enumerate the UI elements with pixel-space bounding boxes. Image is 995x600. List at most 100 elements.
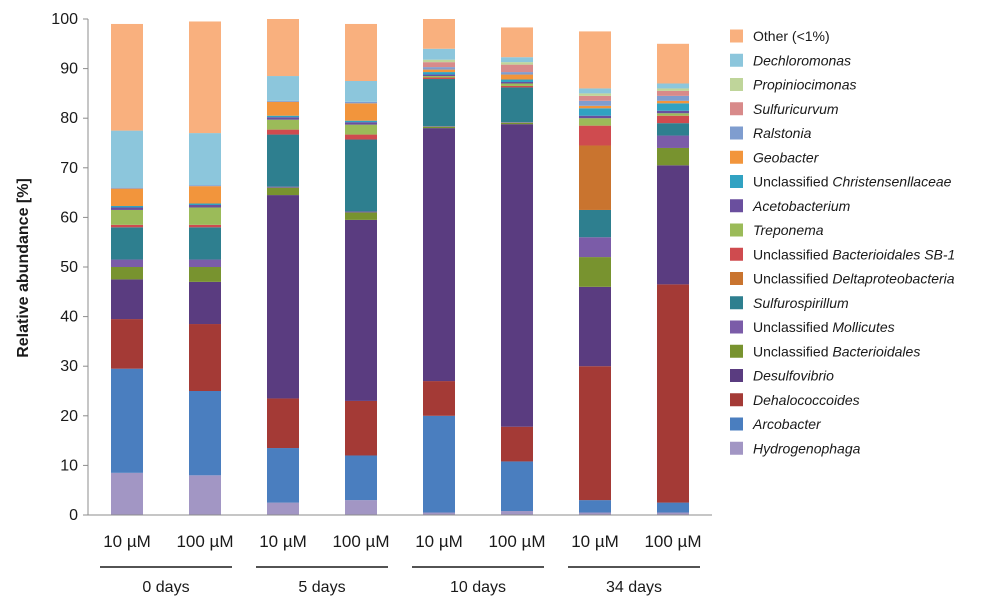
bar-segment <box>423 72 455 75</box>
bar-segment <box>657 90 689 96</box>
bar-segment <box>657 95 689 101</box>
bar-segment <box>657 135 689 148</box>
legend-swatch <box>730 199 743 213</box>
bar-segment <box>189 186 221 204</box>
bar-segment <box>501 62 533 65</box>
bar-segment <box>189 391 221 476</box>
bar-segment <box>579 500 611 513</box>
bar-stack <box>267 19 299 515</box>
bar-segment <box>267 187 299 196</box>
bar-segment <box>111 187 143 189</box>
y-tick-label: 20 <box>60 408 78 425</box>
legend-item: Hydrogenophaga <box>730 440 861 456</box>
bar-segment <box>189 259 221 267</box>
bar-segment <box>579 257 611 287</box>
legend-item: Sulfuricurvum <box>730 101 839 117</box>
bar-segment <box>189 267 221 282</box>
legend-item: Unclassified Christensenllaceae <box>730 174 952 190</box>
legend-item: Propiniocimonas <box>730 77 857 93</box>
legend-item: Sulfurospirillum <box>730 295 849 311</box>
bar-segment <box>579 209 611 238</box>
bar-segment <box>345 101 377 104</box>
legend-swatch <box>730 175 743 188</box>
bar-segment <box>657 284 689 503</box>
bar-segment <box>579 100 611 106</box>
bar-segment <box>579 115 611 119</box>
bar-segment <box>501 87 533 123</box>
bar-segment <box>501 426 533 462</box>
bar-segment <box>579 88 611 94</box>
bar-segment <box>111 259 143 267</box>
bar-segment <box>189 207 221 225</box>
bar-segment <box>423 512 455 515</box>
bar-stack <box>189 21 221 515</box>
bar-segment <box>345 124 377 135</box>
bar-segment <box>579 366 611 501</box>
bar-segment <box>423 415 455 513</box>
bar-segment <box>501 72 533 75</box>
bar-segment <box>345 134 377 140</box>
legend-label: Unclassified Christensenllaceae <box>753 174 952 190</box>
legend-label: Acetobacterium <box>752 198 851 214</box>
bar-segment <box>345 139 377 212</box>
legend-swatch <box>730 53 743 67</box>
bar-segment <box>423 79 455 127</box>
bar-segment <box>423 67 455 70</box>
bar-segment <box>111 224 143 228</box>
bar-segment <box>267 398 299 449</box>
bar-segment <box>345 211 377 213</box>
bar-segment <box>423 381 455 416</box>
group-label: 0 days <box>142 579 189 596</box>
bar-segment <box>579 286 611 367</box>
bar-segment <box>111 207 143 210</box>
legend-item: Unclassified Bacterioidales SB-1 <box>730 246 955 262</box>
bar-segment <box>501 27 533 58</box>
bar-segment <box>111 227 143 260</box>
legend-swatch <box>730 78 743 91</box>
y-tick-label: 100 <box>51 11 78 28</box>
bar-segment <box>345 23 377 81</box>
legend-label: Sulfuricurvum <box>753 101 839 117</box>
legend-swatch <box>730 296 743 310</box>
bar-segment <box>501 79 533 82</box>
x-tick-label: 100 µM <box>488 532 545 551</box>
legend-label: Other (<1%) <box>753 28 830 44</box>
legend-swatch <box>730 29 743 43</box>
legend-swatch <box>730 441 743 455</box>
bar-segment <box>267 186 299 188</box>
x-tick-label: 100 µM <box>332 532 389 551</box>
bar-segment <box>111 23 143 131</box>
bar-segment <box>345 400 377 456</box>
bar-segment <box>267 134 299 187</box>
legend: Other (<1%) Dechloromonas Propiniocimonas S… <box>730 28 955 456</box>
legend-label: Desulfovibrio <box>753 368 834 384</box>
bar-segment <box>267 76 299 101</box>
bar-segment <box>579 93 611 96</box>
bar-segment <box>189 227 221 260</box>
legend-swatch <box>730 102 743 116</box>
legend-swatch <box>730 126 743 140</box>
legend-swatch <box>730 344 743 358</box>
group-label: 10 days <box>450 579 506 596</box>
bar-stack <box>111 23 143 515</box>
y-tick-label: 60 <box>60 209 78 226</box>
bar-segment <box>111 188 143 206</box>
bar-segment <box>423 126 455 129</box>
bar-segment <box>345 219 377 401</box>
y-tick-label: 0 <box>69 507 78 524</box>
legend-item: Treponema <box>730 222 824 238</box>
bar-segment <box>345 500 377 515</box>
x-tick-label: 100 µM <box>176 532 233 551</box>
bar-segment <box>423 19 455 49</box>
legend-item: Desulfovibrio <box>730 368 834 384</box>
legend-item: Arcobacter <box>730 416 822 432</box>
bar-segment <box>501 81 533 84</box>
bar-segment <box>579 237 611 258</box>
legend-label: Unclassified Deltaproteobacteria <box>753 271 955 287</box>
x-axis: 10 µM 100 µM 10 µM 100 µM 10 µM 100 µM 10 µM 10… <box>88 514 712 596</box>
bar-segment <box>501 64 533 73</box>
legend-label: Dechloromonas <box>753 52 851 68</box>
legend-item: Ralstonia <box>730 125 812 141</box>
bar-segment <box>267 101 299 116</box>
